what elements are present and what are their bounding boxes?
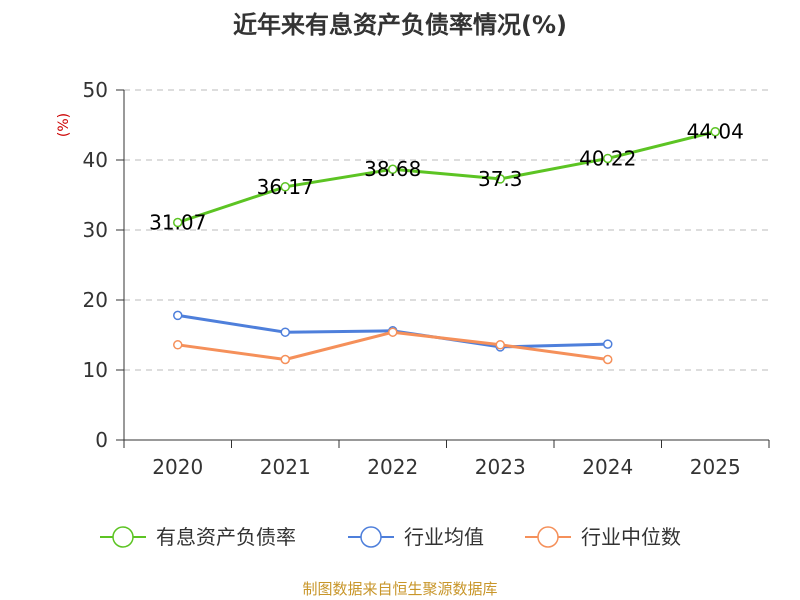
- x-tick-label: 2024: [582, 455, 633, 479]
- series-line: [177, 130, 716, 224]
- x-tick-label: 2025: [690, 455, 741, 479]
- y-tick-label: 10: [83, 358, 108, 382]
- data-point: [710, 126, 720, 137]
- source-note: 制图数据来自恒生聚源数据库: [302, 580, 497, 598]
- chart-title: 近年来有息资产负债率情况(%): [233, 11, 567, 39]
- legend[interactable]: 有息资产负债率 行业均值 行业中位数: [100, 525, 681, 549]
- data-point: [173, 340, 183, 350]
- legend-item-1[interactable]: 行业均值: [348, 525, 484, 549]
- series-layer: [173, 126, 720, 365]
- data-point: [173, 217, 183, 228]
- legend-label: 行业均值: [404, 525, 484, 549]
- data-label: 37.3: [478, 167, 523, 191]
- legend-marker-icon: [360, 526, 382, 548]
- data-point: [388, 164, 398, 174]
- data-point: [603, 339, 613, 349]
- legend-marker-icon: [112, 526, 134, 548]
- legend-label: 行业中位数: [581, 525, 681, 549]
- data-label: 38.68: [364, 157, 421, 181]
- legend-label: 有息资产负债率: [156, 525, 296, 549]
- legend-marker-icon: [537, 526, 559, 548]
- data-label: 31.07: [149, 211, 206, 235]
- data-label: 36.17: [257, 175, 314, 199]
- data-point: [495, 174, 505, 184]
- data-point: [173, 310, 183, 321]
- x-tick-label: 2020: [152, 455, 203, 479]
- legend-item-0[interactable]: 有息资产负债率: [100, 525, 296, 549]
- grid: [124, 89, 769, 371]
- y-axis-unit-label: (%): [56, 113, 72, 137]
- data-point: [388, 327, 398, 337]
- series-0: [173, 126, 720, 228]
- data-point: [280, 327, 290, 337]
- axes: 0 10 20 30 40 50 2020 2021 2022 2023 2024 2025: [83, 78, 770, 479]
- data-labels: 31.07 36.17 38.68 37.3 40.22 44.04: [149, 120, 744, 235]
- data-label: 44.04: [687, 120, 744, 144]
- y-tick-label: 20: [83, 288, 108, 312]
- data-point: [603, 153, 613, 164]
- x-tick-label: 2022: [367, 455, 418, 479]
- data-label: 40.22: [579, 146, 636, 170]
- data-point: [280, 182, 290, 192]
- y-tick-label: 0: [95, 428, 108, 452]
- y-tick-label: 50: [83, 78, 108, 102]
- x-tick-label: 2021: [260, 455, 311, 479]
- x-tick-label: 2023: [475, 455, 526, 479]
- y-tick-label: 30: [83, 218, 108, 242]
- legend-item-2[interactable]: 行业中位数: [525, 525, 681, 549]
- data-point: [495, 340, 505, 350]
- data-point: [280, 354, 290, 365]
- data-point: [603, 354, 613, 365]
- y-tick-label: 40: [83, 148, 108, 172]
- series-2: [173, 327, 613, 365]
